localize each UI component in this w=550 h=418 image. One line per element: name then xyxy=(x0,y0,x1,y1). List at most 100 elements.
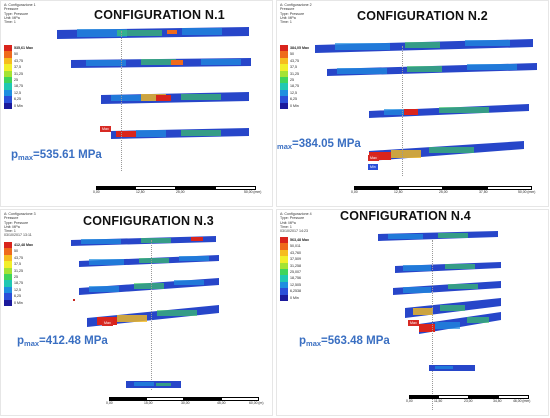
pmax-label: pmax=535.61 MPa xyxy=(11,149,102,162)
legend-value: 0 Min xyxy=(14,103,23,108)
symmetry-axis xyxy=(121,31,122,171)
legend-entry: 18,75 xyxy=(4,280,44,287)
legend-value: 50,011 xyxy=(290,244,301,249)
legend-entry: 384,05 Max xyxy=(280,45,320,52)
legend-swatch xyxy=(280,294,288,301)
legend-value: 37,5 xyxy=(14,262,21,267)
legend-swatch xyxy=(4,286,12,294)
legend-swatch xyxy=(4,64,12,71)
contact-beam-3 xyxy=(369,104,529,118)
legend-entry: 563,48 Max xyxy=(280,237,320,244)
legend-swatch xyxy=(4,299,12,306)
legend-value: 37,5 xyxy=(290,65,297,70)
legend-value: 50 xyxy=(14,52,18,57)
legend-swatch xyxy=(280,275,288,282)
legend-entry: 18,756 xyxy=(280,275,320,282)
legend-entry: 6,25 xyxy=(4,293,44,300)
legend-value: 50 xyxy=(290,52,294,57)
legend-entry: 37,509 xyxy=(280,256,320,263)
legend-value: 25 xyxy=(14,77,18,82)
legend-entry: 535,61 Max xyxy=(4,45,44,52)
contact-beam-2 xyxy=(71,58,251,68)
contact-beam-3 xyxy=(101,92,249,104)
legend-value: 25 xyxy=(290,77,294,82)
legend-entry: 43,75 xyxy=(4,57,44,65)
panel-title: CONFIGURATION N.1 xyxy=(94,8,225,22)
legend-entry: 6,25 xyxy=(4,96,44,103)
legend-entry: 12,5 xyxy=(4,286,44,294)
legend-value: 6,25 xyxy=(290,97,297,102)
length-scale: 0,00 12,50 25,00 50,00 (mm) xyxy=(93,186,261,196)
length-scale: 0,00 15,00 30,00 45,00 60,00 (m) xyxy=(106,397,264,407)
length-scale: 0,00 12,50 25,00 37,50 50,00 (mm) xyxy=(351,186,535,196)
length-scale: 0,00 11,50 23,00 34,50 46,00 (mm) xyxy=(406,395,530,405)
contact-beam-2 xyxy=(395,262,501,273)
legend-value: 12,5 xyxy=(290,90,297,95)
legend-entry: 18,75 xyxy=(280,83,320,90)
legend-value: 50 xyxy=(14,249,18,254)
result-header: A: Configurazione 1 Pressure Type: Press… xyxy=(4,3,36,25)
legend-entry: 6,25 xyxy=(280,96,320,103)
legend-entry: 0 Min xyxy=(280,102,320,109)
legend-entry: 0 Min xyxy=(4,102,44,109)
legend-entry: 31,25 xyxy=(4,70,44,77)
legend-swatch xyxy=(4,96,12,103)
legend-value: 6,2538 xyxy=(290,289,301,294)
legend-swatch xyxy=(280,83,288,90)
legend-value: 25,007 xyxy=(290,269,301,274)
legend-value: 31,25 xyxy=(14,268,23,273)
legend-swatch xyxy=(280,70,288,77)
legend-entry: 12,505 xyxy=(280,281,320,289)
legend-entry: 25 xyxy=(280,76,320,84)
max-badge: Max xyxy=(368,155,379,161)
legend-swatch xyxy=(280,57,288,65)
symmetry-axis xyxy=(151,240,152,390)
contact-beam-4 xyxy=(369,141,524,161)
legend-entry: 37,5 xyxy=(4,261,44,268)
contact-beam-3 xyxy=(393,281,501,295)
legend-swatch xyxy=(4,45,12,52)
min-badge: Min xyxy=(368,164,378,170)
max-badge: Max xyxy=(102,320,113,326)
legend-value: 384,05 Max xyxy=(290,46,309,50)
legend-entry: 50,011 xyxy=(280,243,320,250)
legend-swatch xyxy=(280,96,288,103)
legend-entry: 50 xyxy=(280,51,320,58)
contact-beam-5 xyxy=(419,312,501,334)
contact-beam-2 xyxy=(79,255,219,267)
legend-value: 37,5 xyxy=(14,65,21,70)
legend-value: 37,509 xyxy=(290,257,301,262)
legend-value: 412,48 Max xyxy=(14,243,33,247)
legend-entry: 43,760 xyxy=(280,249,320,257)
contact-beam-2 xyxy=(327,63,537,76)
legend-value: 6,25 xyxy=(14,97,21,102)
legend-value: 18,75 xyxy=(14,84,23,89)
legend-swatch xyxy=(4,273,12,281)
result-panel-configuration-1: CONFIGURATION N.1 A: Configurazione 1 Pr… xyxy=(0,0,273,207)
legend-value: 18,75 xyxy=(14,281,23,286)
legend-value: 18,756 xyxy=(290,276,301,281)
result-header: A: Configurazione 3 Pressure Type: Press… xyxy=(4,212,36,238)
legend-swatch xyxy=(280,243,288,250)
legend-value: 0 Min xyxy=(14,300,23,305)
legend-swatch xyxy=(280,268,288,276)
legend-entry: 12,5 xyxy=(280,89,320,97)
contact-beam-1 xyxy=(57,27,249,39)
legend-entry: 0 Min xyxy=(280,294,320,301)
legend-swatch xyxy=(4,267,12,274)
legend-swatch xyxy=(280,51,288,58)
max-badge: Max xyxy=(100,126,111,132)
legend-swatch xyxy=(4,293,12,300)
legend-value: 535,61 Max xyxy=(14,46,33,50)
legend-value: 12,505 xyxy=(290,282,301,287)
contact-beam-1 xyxy=(71,236,216,246)
legend-swatch xyxy=(4,254,12,262)
legend-swatch xyxy=(4,248,12,255)
pmax-label: pmax=384.05 MPa xyxy=(277,138,361,151)
legend-entry: 25 xyxy=(4,76,44,84)
legend-entry: 31,25 xyxy=(280,70,320,77)
legend-entry: 25 xyxy=(4,273,44,281)
panel-title: CONFIGURATION N.2 xyxy=(357,9,488,23)
legend-entry: 31,25 xyxy=(4,267,44,274)
legend-entry: 50 xyxy=(4,51,44,58)
